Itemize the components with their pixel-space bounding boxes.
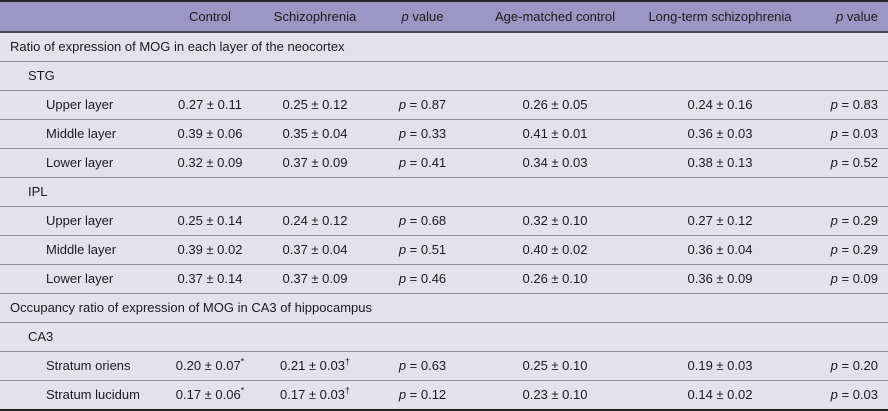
value-cell: 0.14 ± 0.02 [687,387,753,403]
value-cell: 0.21 ± 0.03† [280,356,350,373]
p-value-cell: p = 0.12 [398,387,447,403]
p-value-cell: p = 0.52 [830,155,878,170]
group-label: CA3 [28,329,54,344]
column-header-schizophrenia: Schizophrenia [260,2,370,33]
value-cell: 0.32 ± 0.09 [177,155,243,170]
row-label: Middle layer [46,126,117,141]
value-cell: 0.36 ± 0.04 [687,242,753,257]
value-cell: 0.19 ± 0.03 [687,358,753,373]
value-cell: 0.39 ± 0.02 [177,242,243,257]
column-header-p-value-2: p value [805,2,888,33]
p-value-cell: p = 0.29 [830,213,878,228]
group-row-ca3: CA3 [0,322,888,351]
p-value-cell: p = 0.63 [398,358,447,373]
p-value-cell: p = 0.20 [830,358,878,373]
value-cell: 0.36 ± 0.09 [687,271,753,286]
table-row: Middle layer 0.39 ± 0.02 0.37 ± 0.04 p =… [0,235,888,264]
section-label: Occupancy ratio of expression of MOG in … [10,300,373,315]
value-cell: 0.37 ± 0.14 [177,271,243,286]
table-row: Upper layer 0.27 ± 0.11 0.25 ± 0.12 p = … [0,90,888,119]
row-label: Stratum oriens [46,358,131,373]
p-value-cell: p = 0.68 [398,213,447,228]
column-header-long-term-schizophrenia: Long-term schizophrenia [635,2,805,33]
value-cell: 0.27 ± 0.11 [178,97,242,112]
section-row-neocortex: Ratio of expression of MOG in each layer… [0,32,888,61]
table-row: Lower layer 0.37 ± 0.14 0.37 ± 0.09 p = … [0,264,888,293]
value-cell: 0.40 ± 0.02 [522,242,588,257]
value-cell: 0.23 ± 0.10 [522,387,588,403]
table-row: Lower layer 0.32 ± 0.09 0.37 ± 0.09 p = … [0,148,888,177]
p-value-cell: p = 0.87 [398,97,447,112]
value-cell: 0.37 ± 0.04 [282,242,348,257]
value-cell: 0.36 ± 0.03 [687,126,753,141]
group-row-stg: STG [0,61,888,90]
value-cell: 0.24 ± 0.12 [282,213,348,228]
column-header-p-value-1: p value [370,2,475,33]
row-label: Middle layer [46,242,117,257]
p-value-cell: p = 0.03 [830,387,878,403]
column-header-control: Control [160,2,260,33]
row-label: Lower layer [46,155,114,170]
column-header-empty [0,2,160,33]
value-cell: 0.17 ± 0.03† [280,385,350,403]
value-cell: 0.35 ± 0.04 [282,126,348,141]
p-value-cell: p = 0.09 [830,271,878,286]
table-row: Stratum lucidum 0.17 ± 0.06* 0.17 ± 0.03… [0,380,888,409]
p-value-cell: p = 0.83 [830,97,878,112]
header-row: Control Schizophrenia p value Age-matche… [0,2,888,33]
table-row: Middle layer 0.39 ± 0.06 0.35 ± 0.04 p =… [0,119,888,148]
value-cell: 0.26 ± 0.05 [522,97,588,112]
value-cell: 0.27 ± 0.12 [687,213,753,228]
p-value-cell: p = 0.29 [830,242,878,257]
value-cell: 0.25 ± 0.12 [282,97,348,112]
value-cell: 0.39 ± 0.06 [177,126,243,141]
value-cell: 0.24 ± 0.16 [687,97,753,112]
row-label: Lower layer [46,271,114,286]
value-cell: 0.17 ± 0.06* [175,385,245,403]
section-label: Ratio of expression of MOG in each layer… [10,39,345,55]
row-label: Upper layer [46,97,114,112]
p-value-cell: p = 0.46 [398,271,447,286]
value-cell: 0.41 ± 0.01 [522,126,588,141]
value-cell: 0.32 ± 0.10 [522,213,588,228]
value-cell: 0.37 ± 0.09 [282,271,348,286]
p-value-cell: p = 0.41 [398,155,447,170]
value-cell: 0.37 ± 0.09 [282,155,348,170]
p-value-cell: p = 0.03 [830,126,878,141]
p-value-cell: p = 0.33 [398,126,447,141]
group-label: IPL [28,184,48,199]
row-label: Stratum lucidum [46,387,140,403]
group-label: STG [28,68,55,83]
group-row-ipl: IPL [0,177,888,206]
value-cell: 0.20 ± 0.07* [175,356,245,373]
value-cell: 0.38 ± 0.13 [687,155,753,170]
column-header-age-matched-control: Age-matched control [475,2,635,33]
row-label: Upper layer [46,213,114,228]
value-cell: 0.25 ± 0.14 [177,213,243,228]
p-value-cell: p = 0.51 [398,242,447,257]
section-row-hippocampus: Occupancy ratio of expression of MOG in … [0,293,888,322]
table-row: Stratum oriens 0.20 ± 0.07* 0.21 ± 0.03†… [0,351,888,380]
value-cell: 0.25 ± 0.10 [522,358,588,373]
value-cell: 0.26 ± 0.10 [522,271,588,286]
value-cell: 0.34 ± 0.03 [522,155,588,170]
table-row: Upper layer 0.25 ± 0.14 0.24 ± 0.12 p = … [0,206,888,235]
